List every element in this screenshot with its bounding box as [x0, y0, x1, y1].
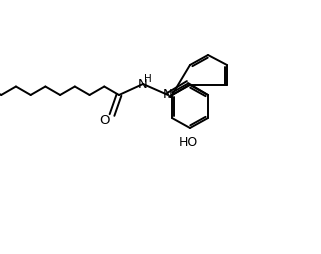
- Text: HO: HO: [178, 136, 198, 150]
- Text: N: N: [163, 88, 173, 102]
- Text: N: N: [138, 77, 148, 90]
- Text: O: O: [99, 114, 109, 126]
- Text: H: H: [144, 74, 152, 84]
